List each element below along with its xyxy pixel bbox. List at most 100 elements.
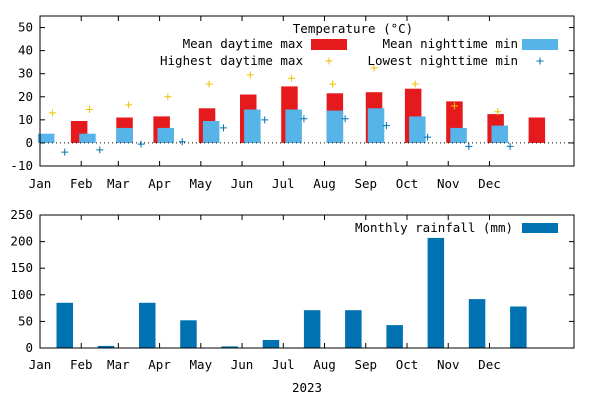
monthly-rainfall-mm-bar: [303, 310, 321, 348]
highest-daytime-max-point: [494, 108, 502, 116]
y-tick-label: 0: [25, 340, 33, 355]
x-tick-label: Apr: [148, 176, 171, 191]
mean-nighttime-min-bar: [326, 110, 344, 143]
monthly-rainfall-mm-bar: [510, 306, 527, 348]
lowest-nighttime-min-point: [137, 140, 145, 148]
highest-daytime-max-point: [125, 101, 133, 109]
y-tick-label: 150: [10, 260, 33, 275]
legend-marker: [536, 57, 544, 65]
y-tick-label: 250: [10, 207, 33, 222]
y-tick-label: 100: [10, 287, 33, 302]
mean-nighttime-min-bar: [116, 127, 133, 143]
lowest-nighttime-min-point: [61, 148, 69, 156]
highest-daytime-max-point: [48, 109, 56, 117]
mean-nighttime-min-bar: [450, 127, 467, 143]
x-tick-label: Jul: [272, 357, 295, 372]
legend-label: Mean daytime max: [183, 36, 304, 51]
chart-title: Temperature (°C): [293, 21, 413, 36]
x-axis-label: 2023: [292, 380, 322, 395]
x-tick-label: Oct: [396, 176, 419, 191]
monthly-rainfall-mm-bar: [97, 345, 115, 348]
monthly-rainfall-mm-bar: [345, 310, 362, 348]
x-tick-label: Sep: [354, 176, 377, 191]
legend-swatch: [311, 39, 347, 50]
monthly-rainfall-mm-bar: [221, 346, 238, 348]
y-tick-label: 50: [18, 20, 33, 35]
lowest-nighttime-min-point: [261, 116, 269, 124]
lowest-nighttime-min-point: [219, 124, 227, 132]
highest-daytime-max-point: [205, 80, 213, 88]
highest-daytime-max-point: [85, 105, 93, 113]
legend-label: Monthly rainfall (mm): [355, 220, 513, 235]
y-tick-label: 50: [18, 313, 33, 328]
x-tick-label: Jan: [29, 176, 52, 191]
y-tick-label: -10: [10, 158, 33, 173]
x-tick-label: Nov: [437, 357, 460, 372]
x-tick-label: Aug: [313, 357, 336, 372]
x-tick-label: Sep: [354, 357, 377, 372]
legend-swatch: [522, 223, 558, 233]
x-tick-label: Feb: [70, 176, 93, 191]
temperature-panel: -10 0 10 20 30 40 50 Jan Feb Mar Apr May Jun Jul Aug Se…: [10, 15, 575, 191]
x-tick-label: May: [190, 176, 213, 191]
legend-swatch: [522, 39, 558, 50]
monthly-rainfall-mm-bar: [262, 340, 280, 348]
x-tick-label: Jul: [272, 176, 295, 191]
highest-daytime-max-point: [370, 64, 378, 72]
x-tick-label: Jun: [231, 176, 254, 191]
mean-nighttime-min-bar: [367, 108, 385, 143]
legend-label: Highest daytime max: [160, 53, 303, 68]
lowest-nighttime-min-point: [178, 138, 186, 146]
legend-marker: [325, 57, 333, 65]
lowest-nighttime-min-point: [424, 133, 432, 141]
legend-label: Lowest nighttime min: [367, 53, 518, 68]
monthly-rainfall-mm-bar: [386, 325, 403, 348]
lowest-nighttime-min-point: [300, 115, 308, 123]
x-tick-label: Apr: [148, 357, 171, 372]
lowest-nighttime-min-point: [341, 115, 349, 123]
y-tick-label: 30: [18, 66, 33, 81]
y-tick-label: 200: [10, 234, 33, 249]
mean-nighttime-min-bar: [244, 109, 261, 143]
highest-daytime-max-point: [164, 93, 172, 101]
mean-daytime-max-bar: [528, 117, 546, 143]
lowest-nighttime-min-point: [382, 122, 390, 130]
y-tick-label: 0: [25, 135, 33, 150]
x-tick-label: Feb: [70, 357, 93, 372]
x-tick-label: Mar: [107, 357, 130, 372]
x-tick-label: Aug: [313, 176, 336, 191]
highest-daytime-max-point: [329, 80, 337, 88]
x-tick-label: Mar: [107, 176, 130, 191]
y-tick-label: 20: [18, 89, 33, 104]
monthly-rainfall-mm-bar: [468, 299, 486, 348]
highest-daytime-max-point: [450, 102, 458, 110]
monthly-rainfall-mm-bar: [139, 302, 156, 348]
mean-nighttime-min-bar: [157, 127, 174, 143]
mean-nighttime-min-bar: [409, 116, 426, 143]
monthly-rainfall-mm-bar: [56, 302, 73, 348]
lowest-nighttime-min-point: [506, 142, 514, 150]
highest-daytime-max-point: [288, 74, 296, 82]
lowest-nighttime-min-point: [96, 146, 104, 154]
mean-nighttime-min-bar: [79, 133, 96, 143]
x-tick-label: May: [190, 357, 213, 372]
lowest-nighttime-min-point: [465, 142, 473, 150]
x-tick-label: Jan: [29, 357, 52, 372]
y-tick-label: 40: [18, 43, 33, 58]
monthly-rainfall-mm-bar: [427, 237, 445, 348]
x-tick-label: Oct: [396, 357, 419, 372]
legend-label: Mean nighttime min: [383, 36, 518, 51]
highest-daytime-max-point: [246, 71, 254, 79]
x-tick-label: Nov: [437, 176, 460, 191]
rainfall-panel: 0 50 100 150 200 250 Jan Feb Mar Apr May Jun Jul Aug S…: [10, 207, 575, 395]
plot-frame: [39, 214, 575, 349]
monthly-rainfall-mm-bar: [180, 320, 197, 348]
mean-nighttime-min-bar: [37, 133, 55, 143]
x-tick-label: Jun: [231, 357, 254, 372]
x-tick-label: Dec: [478, 176, 501, 191]
y-tick-label: 10: [18, 112, 33, 127]
mean-nighttime-min-bar: [285, 109, 302, 143]
x-tick-label: Dec: [478, 357, 501, 372]
